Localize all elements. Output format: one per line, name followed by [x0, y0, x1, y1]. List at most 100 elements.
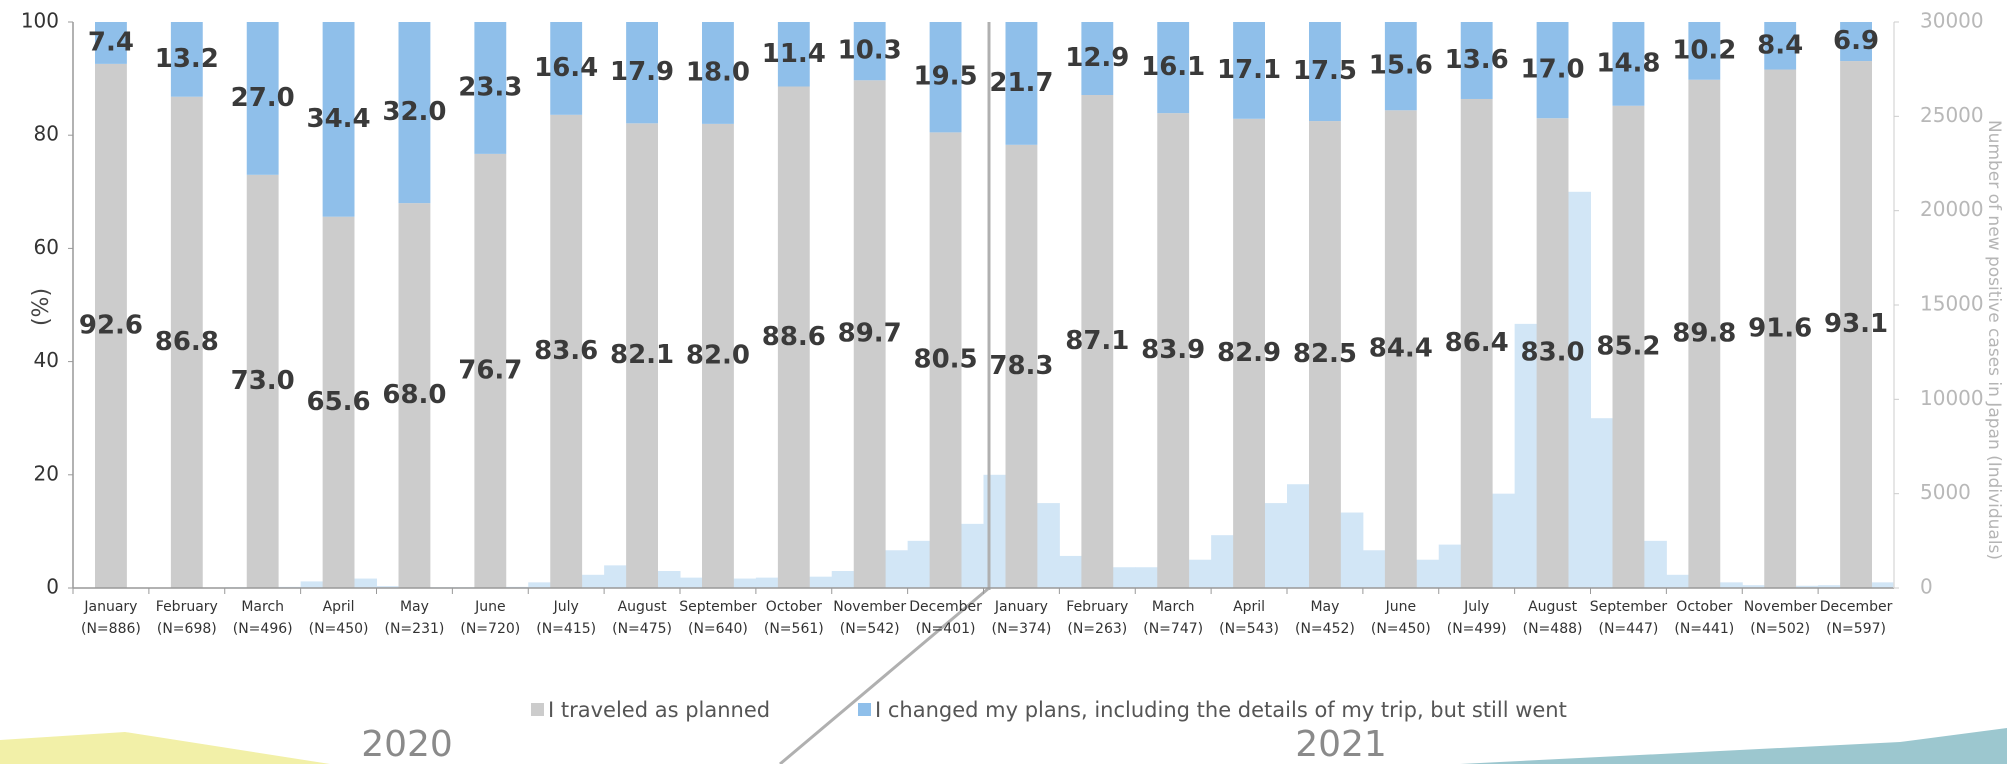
x-tick-label: November — [1744, 599, 1817, 615]
x-tick-label: October — [1676, 599, 1732, 615]
y-tick-label: 40 — [34, 348, 59, 372]
x-tick-sublabel: (N=543) — [1219, 621, 1279, 637]
x-tick-label: August — [618, 599, 668, 615]
x-tick-label: February — [1066, 599, 1128, 615]
x-tick-sublabel: (N=499) — [1447, 621, 1507, 637]
x-tick-sublabel: (N=447) — [1599, 621, 1659, 637]
y-tick-label: 60 — [34, 235, 59, 259]
data-label: 65.6 — [306, 387, 370, 417]
x-tick-sublabel: (N=374) — [992, 621, 1052, 637]
legend-label: I traveled as planned — [548, 698, 770, 722]
data-label: 7.4 — [88, 27, 134, 57]
x-tick-sublabel: (N=542) — [840, 621, 900, 637]
data-label: 10.3 — [838, 36, 902, 66]
y2-axis-label: Number of new positive cases in Japan (I… — [1984, 120, 2004, 560]
x-tick-label: April — [1233, 599, 1265, 615]
data-label: 13.6 — [1445, 45, 1509, 75]
x-tick-label: June — [474, 599, 506, 615]
y2-tick-label: 5000 — [1920, 480, 1971, 504]
data-label: 86.4 — [1445, 328, 1509, 358]
data-label: 18.0 — [686, 57, 750, 87]
x-tick-sublabel: (N=450) — [309, 621, 369, 637]
data-label: 82.0 — [686, 340, 750, 370]
data-label: 93.1 — [1824, 309, 1888, 339]
x-tick-sublabel: (N=561) — [764, 621, 824, 637]
data-label: 89.8 — [1672, 318, 1736, 348]
data-label: 80.5 — [913, 345, 977, 375]
data-label: 83.9 — [1141, 335, 1205, 365]
data-label: 86.8 — [155, 327, 219, 357]
chart: 92.67.486.813.273.027.065.634.468.032.07… — [0, 0, 2007, 764]
x-tick-sublabel: (N=401) — [916, 621, 976, 637]
data-label: 10.2 — [1672, 35, 1736, 65]
data-label: 82.5 — [1293, 339, 1357, 369]
data-label: 11.4 — [762, 39, 826, 69]
data-label: 76.7 — [458, 355, 522, 385]
y2-tick-label: 10000 — [1920, 386, 1984, 410]
legend-swatch — [858, 703, 871, 716]
y2-tick-label: 20000 — [1920, 197, 1984, 221]
decoration — [1460, 728, 2007, 764]
x-tick-sublabel: (N=502) — [1750, 621, 1810, 637]
x-tick-label: August — [1528, 599, 1578, 615]
data-label: 17.5 — [1293, 56, 1357, 86]
data-label: 82.1 — [610, 340, 674, 370]
y2-tick-label: 25000 — [1920, 103, 1984, 127]
x-tick-sublabel: (N=698) — [157, 621, 217, 637]
x-tick-sublabel: (N=263) — [1067, 621, 1127, 637]
x-tick-label: May — [400, 599, 429, 615]
data-label: 83.0 — [1520, 338, 1584, 368]
y2-tick-label: 15000 — [1920, 292, 1984, 316]
data-label: 13.2 — [155, 44, 219, 74]
data-label: 78.3 — [989, 351, 1053, 381]
data-label: 21.7 — [989, 68, 1053, 98]
x-tick-sublabel: (N=496) — [233, 621, 293, 637]
data-label: 83.6 — [534, 336, 598, 366]
x-tick-label: December — [909, 599, 982, 615]
data-label: 87.1 — [1065, 326, 1129, 356]
x-tick-sublabel: (N=415) — [536, 621, 596, 637]
data-label: 82.9 — [1217, 338, 1281, 368]
data-label: 92.6 — [79, 310, 143, 340]
legend-label: I changed my plans, including the detail… — [875, 698, 1567, 722]
data-label: 19.5 — [913, 62, 977, 92]
y-tick-label: 80 — [34, 122, 59, 146]
year-label: 2020 — [361, 724, 453, 764]
x-tick-sublabel: (N=450) — [1371, 621, 1431, 637]
data-label: 17.9 — [610, 57, 674, 87]
data-label: 27.0 — [231, 83, 295, 113]
x-tick-sublabel: (N=441) — [1674, 621, 1734, 637]
data-label: 23.3 — [458, 72, 522, 102]
x-tick-sublabel: (N=640) — [688, 621, 748, 637]
x-tick-label: June — [1385, 599, 1417, 615]
x-tick-sublabel: (N=488) — [1523, 621, 1583, 637]
y-axis-label: (%) — [29, 288, 54, 326]
data-label: 84.4 — [1369, 334, 1433, 364]
x-tick-label: July — [553, 599, 579, 615]
x-tick-label: January — [994, 599, 1048, 615]
x-tick-label: November — [833, 599, 906, 615]
x-tick-sublabel: (N=747) — [1143, 621, 1203, 637]
data-label: 17.0 — [1520, 55, 1584, 85]
data-label: 32.0 — [382, 97, 446, 127]
x-tick-sublabel: (N=597) — [1826, 621, 1886, 637]
x-tick-sublabel: (N=231) — [385, 621, 445, 637]
y-tick-label: 20 — [34, 461, 59, 485]
data-label: 91.6 — [1748, 313, 1812, 343]
data-label: 17.1 — [1217, 55, 1281, 85]
x-tick-label: September — [679, 599, 757, 615]
data-label: 16.1 — [1141, 52, 1205, 82]
x-tick-label: October — [766, 599, 822, 615]
year-label: 2021 — [1295, 724, 1387, 764]
data-label: 73.0 — [231, 366, 295, 396]
data-label: 12.9 — [1065, 43, 1129, 73]
x-tick-label: February — [156, 599, 218, 615]
x-tick-sublabel: (N=886) — [81, 621, 141, 637]
data-label: 14.8 — [1596, 48, 1660, 78]
legend-swatch — [531, 703, 544, 716]
x-tick-label: January — [83, 599, 137, 615]
x-tick-label: March — [241, 599, 284, 615]
x-tick-label: July — [1463, 599, 1489, 615]
data-label: 8.4 — [1757, 30, 1803, 60]
x-tick-label: March — [1152, 599, 1195, 615]
